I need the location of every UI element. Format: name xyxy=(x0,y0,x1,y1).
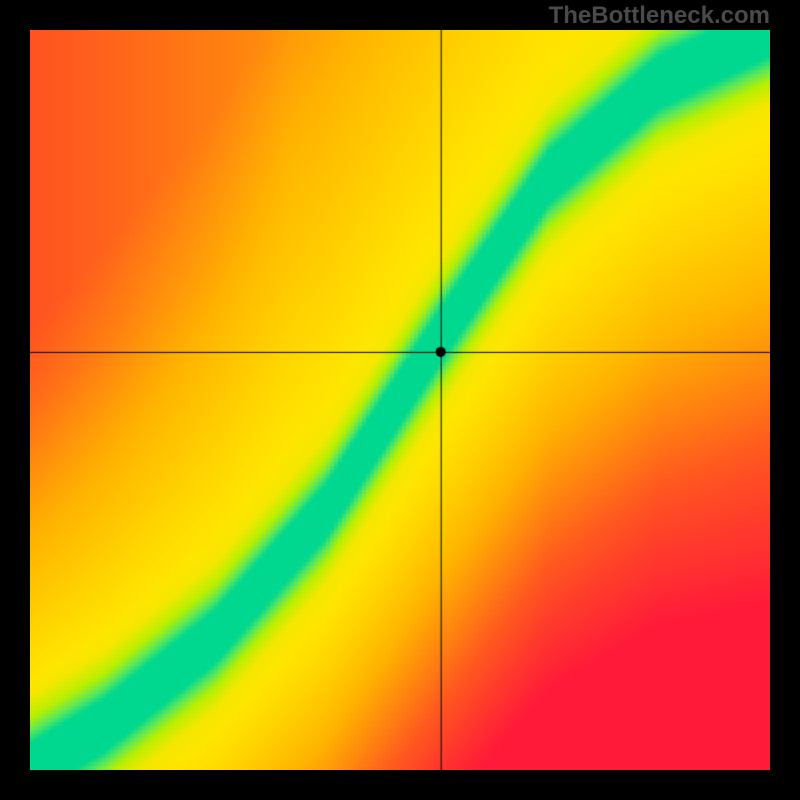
watermark-label: TheBottleneck.com xyxy=(549,2,770,30)
bottleneck-heatmap xyxy=(30,30,770,770)
